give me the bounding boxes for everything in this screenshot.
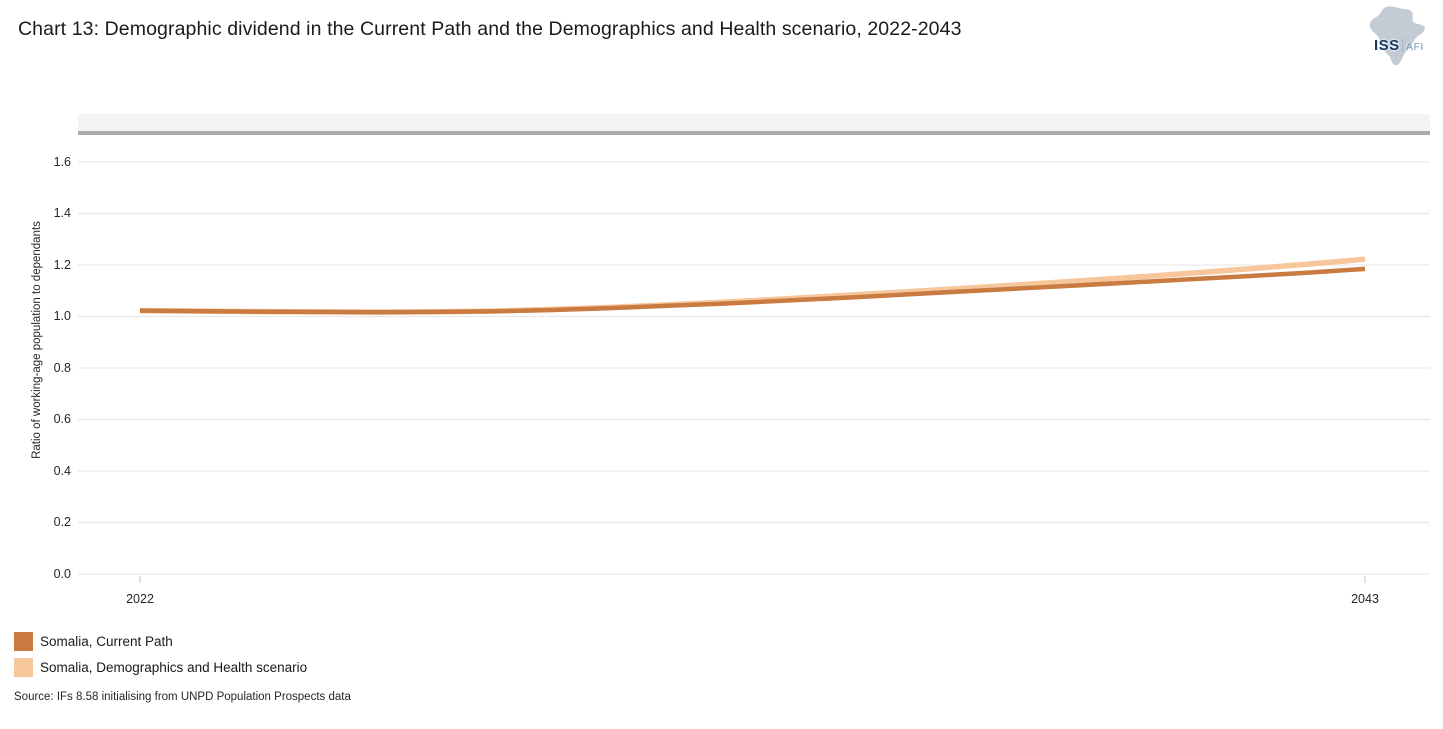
chart-top-band bbox=[78, 114, 1430, 135]
logo-separator bbox=[1402, 38, 1403, 52]
y-tick-label: 0.6 bbox=[53, 412, 71, 426]
legend-swatch-current-path bbox=[14, 632, 33, 651]
y-tick-label: 1.0 bbox=[53, 309, 71, 323]
y-tick-label: 1.2 bbox=[53, 257, 71, 272]
x-tick-label-2043: 2043 bbox=[1351, 592, 1379, 606]
y-axis-tick-labels: 0.0 0.2 0.4 0.6 0.8 1.0 1.2 1.4 1.6 bbox=[0, 0, 71, 729]
legend-item-dh-scenario: Somalia, Demographics and Health scenari… bbox=[14, 658, 307, 677]
legend-label-dh-scenario: Somalia, Demographics and Health scenari… bbox=[40, 660, 308, 675]
legend-item-current-path: Somalia, Current Path bbox=[14, 632, 307, 651]
y-tick-label: 0.0 bbox=[53, 566, 71, 581]
y-axis-title: Ratio of working-age population to depen… bbox=[31, 221, 43, 459]
logo-iss-text: ISS bbox=[1374, 37, 1400, 54]
africa-map-icon bbox=[1369, 6, 1425, 66]
iss-afi-logo: ISS AFI bbox=[1356, 4, 1432, 68]
y-tick-label: 1.6 bbox=[53, 154, 71, 169]
y-tick-label: 1.4 bbox=[53, 206, 71, 220]
y-tick-label: 0.2 bbox=[53, 515, 71, 529]
legend-swatch-dh-scenario bbox=[14, 658, 33, 677]
source-note: Source: IFs 8.58 initialising from UNPD … bbox=[14, 691, 351, 703]
legend: Somalia, Current Path Somalia, Demograph… bbox=[14, 632, 307, 684]
chart-title: Chart 13: Demographic dividend in the Cu… bbox=[18, 18, 962, 40]
y-tick-label: 0.8 bbox=[53, 360, 71, 375]
y-tick-label: 0.4 bbox=[53, 463, 71, 478]
logo-afi-text: AFI bbox=[1406, 41, 1424, 53]
series-line-somalia-current-path bbox=[139, 266, 1366, 315]
x-tick-label-2022: 2022 bbox=[126, 592, 154, 606]
legend-label-current-path: Somalia, Current Path bbox=[40, 634, 173, 649]
